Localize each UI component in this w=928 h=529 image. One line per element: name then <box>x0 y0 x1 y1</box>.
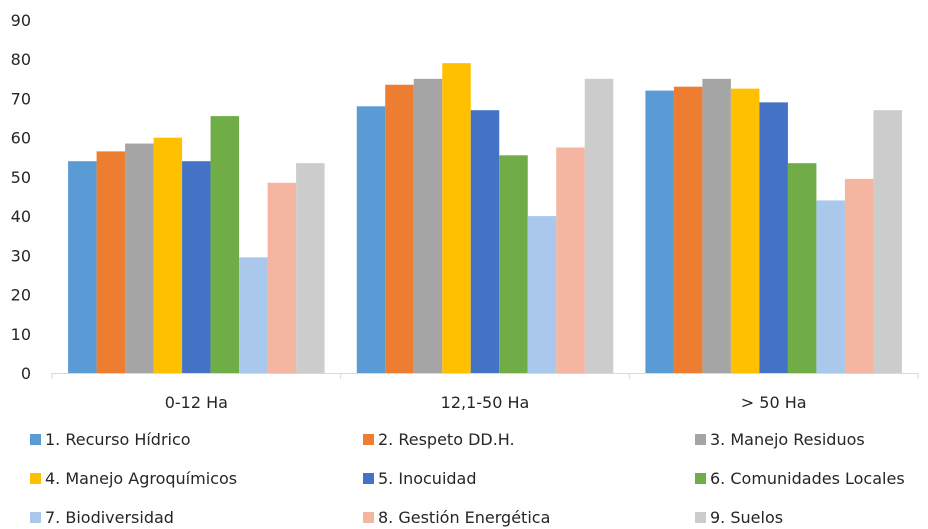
legend-swatch <box>30 511 41 523</box>
legend-item: 2. Respeto DD.H. <box>363 427 515 451</box>
legend-item: 7. Biodiversidad <box>30 505 174 529</box>
bar <box>356 106 386 374</box>
bar <box>442 63 471 374</box>
x-tick-label: 0-12 Ha <box>165 393 228 412</box>
legend-label: 3. Manejo Residuos <box>710 429 865 449</box>
x-tick-label: 12,1-50 Ha <box>441 393 530 412</box>
legend-swatch <box>363 472 374 484</box>
x-tick-label: > 50 Ha <box>741 393 807 412</box>
bar <box>68 161 97 373</box>
bar <box>470 110 500 373</box>
y-tick-label: 50 <box>11 168 31 187</box>
y-tick-label: 10 <box>11 325 31 344</box>
x-axis: 0-12 Ha 12,1-50 Ha > 50 Ha <box>51 373 919 412</box>
legend-swatch <box>30 433 41 445</box>
legend: 1. Recurso Hídrico 2. Respeto DD.H. 3. Man… <box>0 425 928 527</box>
bar <box>702 78 731 373</box>
y-tick-label: 90 <box>11 11 31 30</box>
legend-swatch <box>695 433 706 445</box>
bar <box>296 163 325 373</box>
legend-label: 9. Suelos <box>710 507 784 527</box>
legend-swatch <box>695 472 706 484</box>
bar <box>645 90 674 373</box>
legend-label: 6. Comunidades Locales <box>710 468 905 488</box>
bar <box>239 257 268 373</box>
bar <box>584 78 614 373</box>
y-tick-label: 0 <box>21 364 31 383</box>
legend-item: 1. Recurso Hídrico <box>30 427 191 451</box>
bar <box>267 182 297 373</box>
legend-label: 1. Recurso Hídrico <box>45 429 191 449</box>
bar <box>413 78 443 373</box>
bar <box>182 161 211 373</box>
bar <box>816 200 845 373</box>
legend-label: 8. Gestión Energética <box>378 507 551 527</box>
legend-label: 5. Inocuidad <box>378 468 477 488</box>
legend-item: 9. Suelos <box>695 505 783 529</box>
y-tick-label: 20 <box>11 286 31 305</box>
legend-item: 4. Manejo Agroquímicos <box>30 466 237 490</box>
bar <box>210 116 240 373</box>
bar <box>556 147 585 373</box>
y-axis: 0 10 20 30 40 50 60 70 80 90 <box>11 11 31 383</box>
bar <box>787 163 817 373</box>
bar <box>730 88 760 373</box>
y-tick-label: 60 <box>11 129 31 148</box>
legend-swatch <box>363 511 374 523</box>
bar <box>527 216 557 373</box>
legend-item: 5. Inocuidad <box>363 466 477 490</box>
bar <box>125 143 154 373</box>
y-tick-label: 70 <box>11 89 31 108</box>
bar <box>673 86 703 373</box>
bar <box>385 84 414 373</box>
y-tick-label: 30 <box>11 246 31 265</box>
legend-swatch <box>30 472 41 484</box>
y-tick-label: 80 <box>11 50 31 69</box>
legend-item: 3. Manejo Residuos <box>695 427 865 451</box>
legend-item: 8. Gestión Energética <box>363 505 550 529</box>
bars <box>68 63 902 374</box>
y-tick-label: 40 <box>11 207 31 226</box>
legend-label: 4. Manejo Agroquímicos <box>45 468 238 488</box>
legend-item: 6. Comunidades Locales <box>695 466 905 490</box>
legend-label: 2. Respeto DD.H. <box>378 429 515 449</box>
legend-swatch <box>695 511 706 523</box>
bar <box>873 110 902 373</box>
legend-swatch <box>363 433 374 445</box>
bar <box>759 102 788 373</box>
legend-label: 7. Biodiversidad <box>45 507 174 527</box>
bar <box>844 178 874 373</box>
bar <box>499 155 528 373</box>
bar <box>96 151 126 373</box>
bar <box>153 137 183 373</box>
